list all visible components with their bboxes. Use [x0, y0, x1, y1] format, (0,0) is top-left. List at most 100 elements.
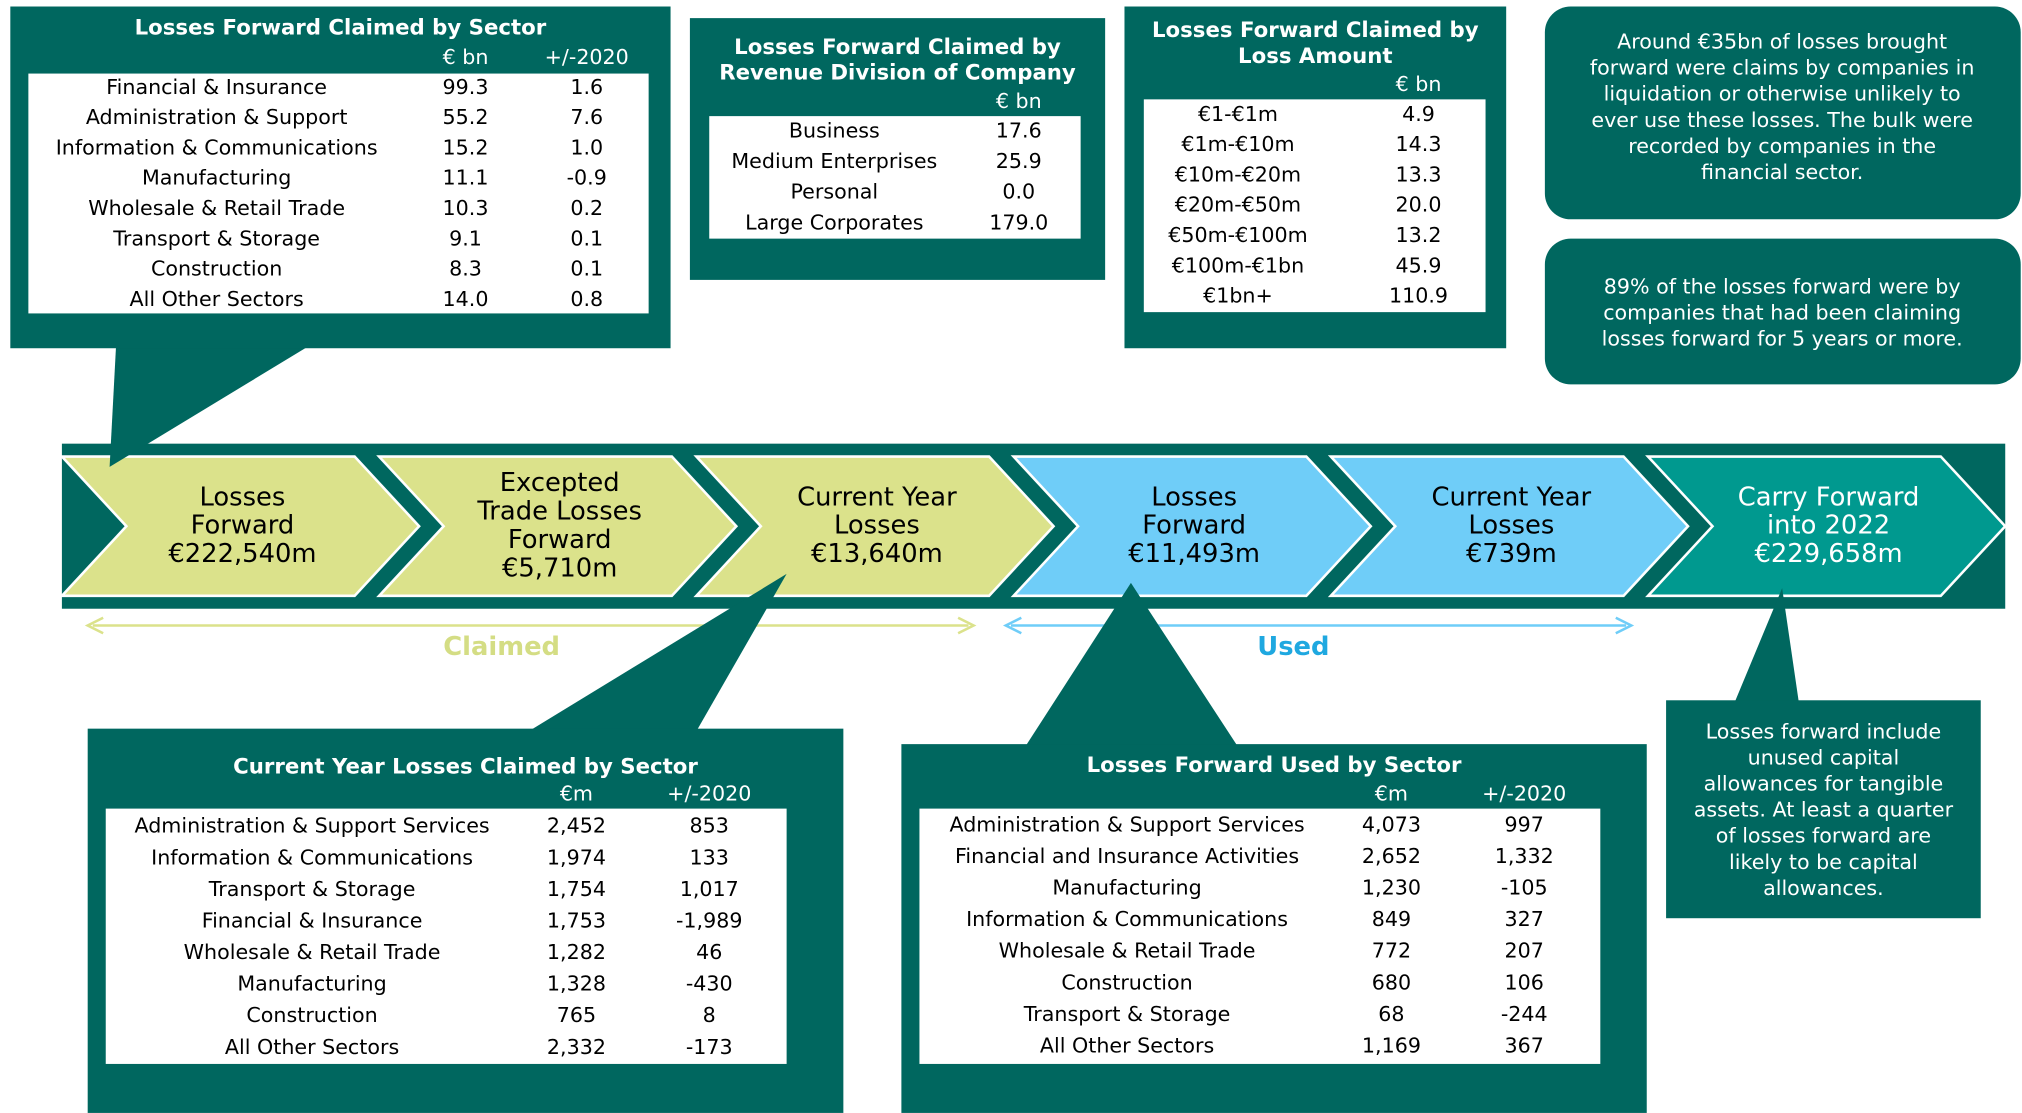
note-text: assets. At least a quarter — [1694, 798, 1954, 822]
table-cell: Manufacturing — [237, 972, 386, 996]
table-cell: 8.3 — [449, 257, 482, 281]
table-cell: 4.9 — [1402, 102, 1435, 126]
note-box — [1544, 238, 2021, 385]
flow-label: Carry Forward — [1738, 482, 1920, 512]
table-cell: €1m-€10m — [1181, 132, 1294, 156]
table-cell: -244 — [1501, 1002, 1548, 1026]
table-cell: 11.1 — [443, 166, 489, 190]
table-cell: 2,652 — [1362, 844, 1421, 868]
table-cell: Medium Enterprises — [731, 149, 937, 173]
table-cell: 1,753 — [547, 908, 606, 932]
column-header: €m — [1375, 781, 1408, 805]
column-header: +/-2020 — [1482, 781, 1566, 805]
table-title: Current Year Losses Claimed by Sector — [233, 754, 698, 779]
table-cell: Construction — [151, 257, 282, 281]
table-cell: 1,282 — [547, 940, 606, 964]
table-cell: Financial and Insurance Activities — [955, 844, 1299, 868]
column-header: € bn — [443, 45, 489, 69]
table-cell: €50m-€100m — [1168, 223, 1307, 247]
table-cell: 14.3 — [1396, 132, 1442, 156]
arrow-head — [1615, 616, 1635, 635]
table-body — [105, 808, 787, 1064]
table-cell: 9.1 — [449, 226, 482, 250]
table-cell: 327 — [1505, 907, 1544, 931]
table-body — [709, 116, 1081, 239]
table-cell: Manufacturing — [142, 166, 291, 190]
arrow-head — [1002, 616, 1022, 635]
table-title: Revenue Division of Company — [719, 61, 1076, 86]
note-text: of losses forward are — [1716, 824, 1931, 848]
table-cell: 1,754 — [547, 877, 606, 901]
table-cell: 106 — [1505, 970, 1544, 994]
table-cell: 0.1 — [570, 257, 603, 281]
table-cell: All Other Sectors — [129, 287, 303, 311]
callout-pointer — [1025, 582, 1238, 747]
table-cell: 14.0 — [443, 287, 489, 311]
table-cell: Construction — [246, 1003, 377, 1027]
column-header: €m — [560, 781, 593, 805]
table-cell: €100m-€1bn — [1172, 253, 1304, 277]
table-cell: 0.1 — [570, 226, 603, 250]
table-cell: €20m-€50m — [1175, 193, 1301, 217]
table-cell: 1,017 — [680, 877, 739, 901]
table-cell: Administration & Support Services — [949, 812, 1304, 836]
table-cell: 99.3 — [443, 75, 489, 99]
flow-chevron — [376, 455, 739, 598]
flow-chevron — [693, 455, 1056, 598]
table-cell: Information & Communications — [151, 845, 473, 869]
column-header: +/-2020 — [667, 781, 751, 805]
flow-label: €739m — [1466, 539, 1557, 569]
table-cell: -430 — [686, 972, 733, 996]
callout-pointer — [1734, 588, 1799, 703]
table-cell: Construction — [1061, 970, 1192, 994]
table-cell: 10.3 — [443, 196, 489, 220]
table-cell: 0.8 — [570, 287, 603, 311]
table-cell: Transport & Storage — [1023, 1002, 1231, 1026]
flow-label: Excepted — [500, 468, 620, 498]
table-cell: 1.6 — [570, 75, 603, 99]
note-box — [1544, 6, 2021, 220]
note-text: financial sector. — [1701, 160, 1863, 184]
table-cell: 68 — [1378, 1002, 1404, 1026]
note-text: Losses forward include — [1706, 720, 1942, 744]
table-cell: 849 — [1372, 907, 1411, 931]
table-body — [1143, 99, 1486, 313]
arrow-head — [84, 616, 104, 635]
note-text: allowances for tangible — [1704, 772, 1944, 796]
table-cell: 25.9 — [996, 149, 1042, 173]
table-cell: 1,328 — [547, 972, 606, 996]
table-cell: 133 — [690, 845, 729, 869]
note-text: recorded by companies in the — [1628, 134, 1936, 158]
note-text: liquidation or otherwise unlikely to — [1604, 82, 1961, 106]
table-body — [919, 808, 1601, 1064]
flow-label: Losses — [1151, 482, 1237, 512]
table-cell: Administration & Support — [86, 105, 348, 129]
table-cell: 55.2 — [443, 105, 489, 129]
flow-label: Losses — [1468, 511, 1554, 541]
table-cell: 46 — [696, 940, 722, 964]
flow-chevron — [1645, 455, 2007, 598]
note-text: likely to be capital — [1729, 850, 1918, 874]
note-text: 89% of the losses forward were by — [1604, 275, 1961, 299]
table-cell: 45.9 — [1396, 253, 1442, 277]
table-title: Losses Forward Claimed by — [1152, 18, 1479, 43]
table-cell: -0.9 — [567, 166, 607, 190]
table-body — [28, 73, 649, 314]
flow-label: Forward — [1142, 511, 1246, 541]
flow-label: Current Year — [797, 482, 957, 512]
note-text: companies that had been claiming — [1603, 301, 1961, 325]
table-title: Losses Forward Used by Sector — [1087, 753, 1462, 778]
table-cell: Large Corporates — [745, 210, 923, 234]
table-cell: 20.0 — [1396, 193, 1442, 217]
flow-label: Forward — [508, 525, 612, 555]
flow-label: Forward — [191, 511, 295, 541]
flow-label: €222,540m — [168, 539, 316, 569]
flow-label: €13,640m — [811, 539, 943, 569]
table-cell: Wholesale & Retail Trade — [999, 939, 1256, 963]
table-cell: 2,332 — [547, 1035, 606, 1059]
table-cell: 15.2 — [443, 135, 489, 159]
table-cell: -1,989 — [676, 908, 743, 932]
table-cell: 1,169 — [1362, 1034, 1421, 1058]
table-cell: 1.0 — [570, 135, 603, 159]
flow-label: Current Year — [1432, 482, 1592, 512]
